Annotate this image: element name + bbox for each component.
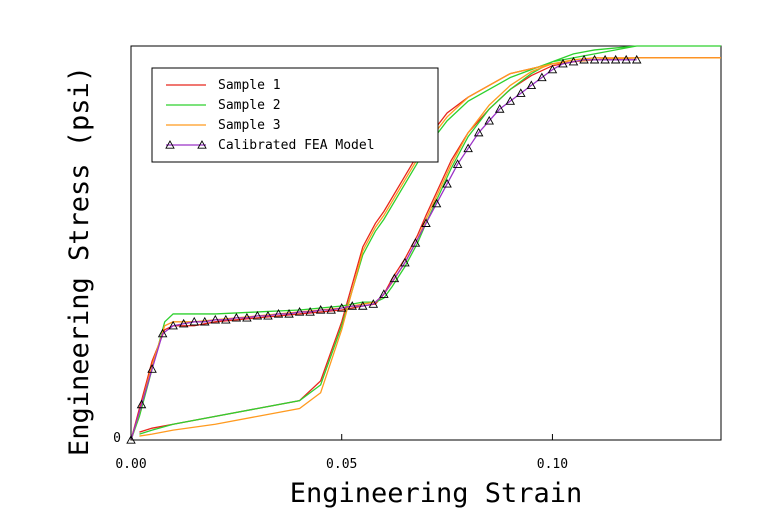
data-point-calibrated-fea-model — [421, 218, 431, 227]
data-point-calibrated-fea-model — [600, 54, 610, 64]
legend-box — [151, 67, 439, 163]
x-tick-label: 0.05 — [326, 457, 357, 472]
y-axis-ticks: 0 — [113, 431, 121, 446]
x-tick-label: 0.10 — [537, 457, 568, 472]
data-point-calibrated-fea-model — [136, 399, 147, 409]
data-point-calibrated-fea-model — [242, 312, 252, 322]
legend: Sample 1 Sample 2 Sample 3 Calibrated FEA M… — [151, 67, 439, 163]
data-point-calibrated-fea-model — [326, 305, 336, 314]
data-point-calibrated-fea-model — [347, 301, 358, 310]
data-point-calibrated-fea-model — [452, 159, 463, 168]
data-point-calibrated-fea-model — [610, 54, 621, 64]
data-point-calibrated-fea-model — [178, 318, 189, 328]
legend-marker-calibrated-fea-model — [165, 140, 175, 149]
data-point-calibrated-fea-model — [621, 54, 631, 64]
data-point-calibrated-fea-model — [494, 104, 505, 113]
data-point-calibrated-fea-model — [410, 238, 421, 247]
legend-label-calibrated-fea-model: Calibrated FEA Model — [218, 138, 375, 153]
legend-label-sample-3: Sample 3 — [218, 118, 281, 133]
legend-label-sample-2: Sample 2 — [218, 98, 281, 113]
data-point-calibrated-fea-model — [484, 115, 494, 125]
x-axis-ticks: 0.00 0.05 0.10 — [115, 434, 568, 472]
series-line-calibrated-fea-model — [130, 59, 637, 441]
data-point-calibrated-fea-model — [157, 328, 168, 338]
data-point-calibrated-fea-model — [368, 299, 379, 308]
data-point-calibrated-fea-model — [389, 273, 400, 283]
data-point-calibrated-fea-model — [315, 305, 326, 314]
data-point-calibrated-fea-model — [537, 72, 547, 82]
data-point-calibrated-fea-model — [294, 307, 305, 316]
data-point-calibrated-fea-model — [358, 301, 368, 310]
data-point-calibrated-fea-model — [168, 320, 178, 330]
data-point-calibrated-fea-model — [579, 54, 589, 64]
x-axis-title: Engineering Strain — [290, 478, 583, 509]
data-point-calibrated-fea-model — [589, 54, 600, 64]
x-tick-label: 0.00 — [115, 457, 146, 472]
data-point-calibrated-fea-model — [400, 257, 410, 267]
data-point-calibrated-fea-model — [431, 198, 442, 208]
data-point-calibrated-fea-model — [252, 310, 263, 320]
data-point-calibrated-fea-model — [305, 307, 315, 316]
data-point-calibrated-fea-model — [189, 316, 199, 326]
data-point-calibrated-fea-model — [526, 80, 537, 90]
data-point-calibrated-fea-model — [273, 308, 284, 318]
series-line-sample-2 — [130, 45, 721, 441]
chart-marks — [126, 45, 721, 444]
data-point-calibrated-fea-model — [558, 58, 568, 68]
data-point-calibrated-fea-model — [516, 88, 526, 97]
data-point-calibrated-fea-model — [505, 96, 516, 105]
data-point-calibrated-fea-model — [631, 54, 642, 64]
data-point-calibrated-fea-model — [147, 364, 157, 373]
data-point-calibrated-fea-model — [463, 143, 473, 153]
y-tick-label: 0 — [113, 431, 121, 446]
legend-marker-calibrated-fea-model — [197, 140, 207, 149]
data-point-calibrated-fea-model — [231, 312, 242, 322]
data-point-calibrated-fea-model — [547, 64, 558, 74]
plot-area-frame — [130, 45, 722, 441]
legend-label-sample-1: Sample 1 — [218, 78, 281, 93]
data-point-calibrated-fea-model — [284, 308, 294, 318]
data-point-calibrated-fea-model — [210, 314, 221, 324]
data-point-calibrated-fea-model — [221, 314, 231, 324]
data-point-calibrated-fea-model — [263, 310, 273, 320]
data-point-calibrated-fea-model — [126, 435, 136, 444]
y-axis-title: Engineering Stress (psi) — [64, 66, 95, 456]
data-point-calibrated-fea-model — [336, 303, 347, 312]
data-point-calibrated-fea-model — [473, 127, 484, 137]
data-point-calibrated-fea-model — [442, 178, 452, 188]
data-point-calibrated-fea-model — [568, 56, 579, 66]
data-point-calibrated-fea-model — [199, 316, 210, 326]
data-point-calibrated-fea-model — [379, 289, 389, 298]
